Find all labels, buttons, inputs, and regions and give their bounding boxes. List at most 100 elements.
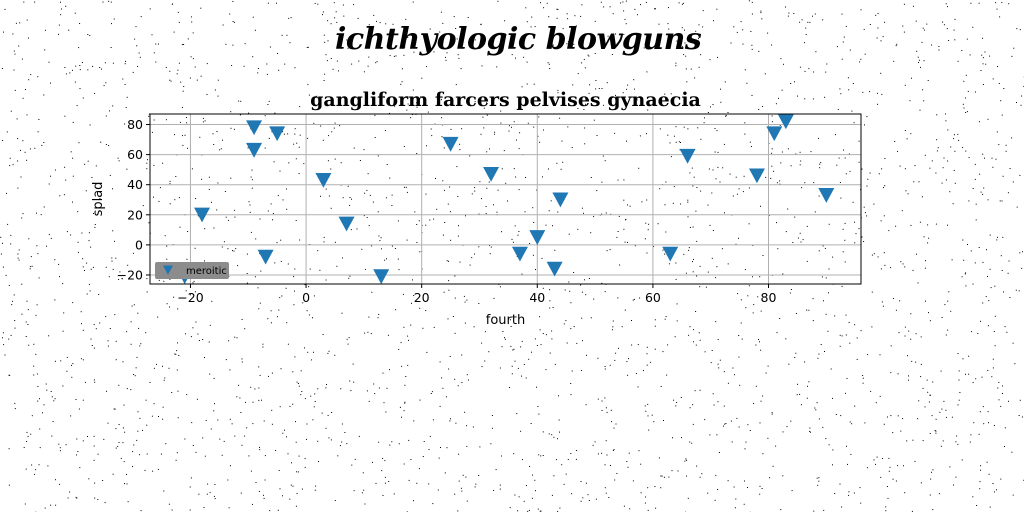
noise-dot — [903, 465, 904, 467]
noise-dot — [818, 418, 820, 420]
noise-dot — [368, 316, 370, 318]
noise-dot — [14, 320, 16, 321]
noise-dot — [299, 134, 301, 136]
noise-dot — [950, 310, 952, 312]
noise-dot — [501, 168, 503, 170]
noise-dot — [333, 127, 335, 129]
noise-dot — [191, 21, 193, 23]
noise-dot — [93, 324, 95, 326]
noise-dot — [733, 26, 735, 28]
noise-dot — [279, 170, 281, 172]
noise-dot — [488, 181, 490, 183]
noise-dot — [972, 382, 974, 384]
noise-dot — [446, 52, 448, 54]
noise-dot — [72, 363, 74, 365]
noise-dot — [475, 483, 477, 485]
noise-dot — [699, 339, 701, 341]
noise-dot — [244, 43, 246, 45]
noise-dot — [593, 216, 595, 218]
noise-dot — [532, 105, 534, 106]
noise-dot — [734, 507, 736, 509]
noise-dot — [804, 42, 805, 44]
noise-dot — [899, 165, 901, 167]
noise-dot — [28, 238, 30, 240]
noise-dot — [789, 292, 791, 294]
noise-dot — [762, 106, 764, 107]
noise-dot — [45, 383, 47, 385]
noise-dot — [480, 24, 482, 26]
noise-dot — [804, 361, 806, 363]
noise-dot — [622, 1, 624, 3]
noise-dot — [853, 122, 855, 124]
noise-dot — [557, 438, 558, 440]
noise-dot — [846, 378, 848, 379]
noise-dot — [780, 162, 782, 164]
noise-dot — [566, 342, 568, 344]
noise-dot — [501, 455, 502, 457]
noise-dot — [729, 173, 731, 175]
noise-dot — [255, 238, 257, 240]
noise-dot — [200, 7, 202, 9]
noise-dot — [320, 125, 322, 127]
noise-dot — [718, 367, 720, 369]
noise-dot — [248, 455, 250, 457]
noise-dot — [187, 231, 189, 232]
noise-dot — [182, 144, 184, 146]
noise-dot — [838, 157, 840, 159]
noise-dot — [416, 153, 418, 154]
noise-dot — [795, 313, 797, 314]
noise-dot — [727, 112, 729, 113]
noise-dot — [31, 265, 33, 267]
noise-dot — [595, 88, 597, 90]
noise-dot — [660, 475, 662, 477]
noise-dot — [707, 112, 709, 113]
noise-dot — [854, 242, 856, 244]
noise-dot — [615, 33, 616, 35]
noise-dot — [998, 381, 1000, 383]
noise-dot — [177, 69, 179, 71]
noise-dot — [825, 71, 827, 73]
noise-dot — [877, 103, 878, 105]
noise-dot — [111, 260, 113, 262]
noise-dot — [864, 422, 866, 424]
noise-dot — [328, 195, 330, 197]
noise-dot — [59, 483, 61, 485]
noise-dot — [263, 420, 265, 422]
noise-dot — [314, 489, 316, 491]
noise-dot — [806, 225, 808, 227]
noise-dot — [146, 162, 148, 164]
noise-dot — [443, 147, 445, 149]
noise-dot — [518, 148, 520, 150]
noise-dot — [259, 449, 261, 451]
noise-dot — [935, 418, 937, 420]
noise-dot — [496, 66, 498, 68]
noise-dot — [923, 236, 925, 238]
noise-dot — [949, 191, 951, 193]
noise-dot — [623, 179, 625, 181]
noise-dot — [589, 84, 591, 86]
noise-dot — [935, 223, 937, 225]
noise-dot — [280, 239, 282, 241]
noise-dot — [888, 470, 890, 472]
noise-dot — [978, 433, 980, 435]
noise-dot — [208, 341, 210, 343]
noise-dot — [169, 203, 171, 205]
noise-dot — [318, 461, 319, 462]
noise-dot — [14, 89, 16, 91]
data-point — [529, 230, 546, 245]
noise-dot — [676, 40, 678, 42]
noise-dot — [294, 67, 296, 69]
noise-dot — [250, 470, 252, 472]
noise-dot — [824, 247, 826, 249]
noise-dot — [353, 381, 355, 383]
noise-dot — [89, 124, 91, 126]
noise-dot — [276, 242, 278, 244]
noise-dot — [70, 234, 72, 236]
noise-dot — [319, 269, 321, 271]
noise-dot — [127, 501, 129, 503]
noise-dot — [175, 459, 177, 461]
noise-dot — [647, 509, 649, 511]
noise-dot — [692, 404, 694, 406]
noise-dot — [279, 297, 281, 299]
noise-dot — [712, 230, 714, 231]
